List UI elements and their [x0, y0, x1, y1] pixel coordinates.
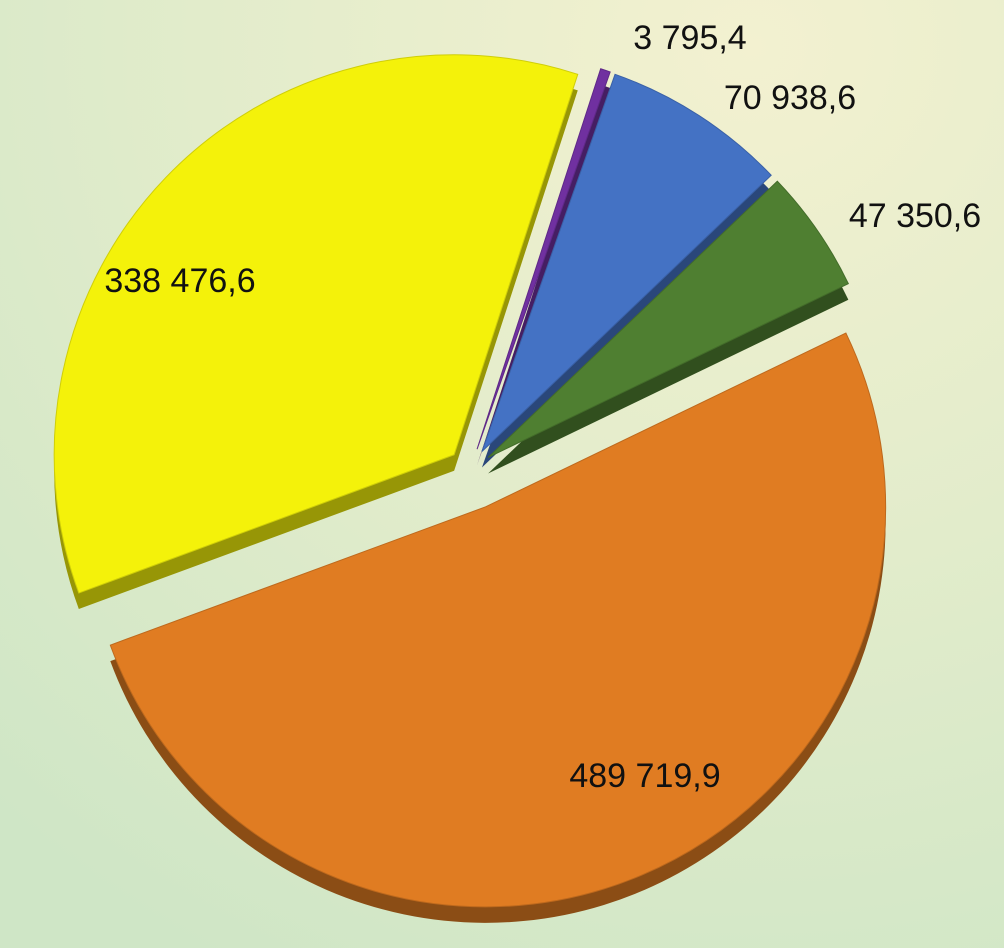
- data-label: 47 350,6: [849, 197, 981, 235]
- data-label: 70 938,6: [724, 79, 856, 117]
- page: 3 795,4 70 938,6 47 350,6 489 719,9 338 476,…: [0, 0, 1004, 948]
- data-label: 489 719,9: [569, 757, 720, 795]
- data-label: 338 476,6: [104, 262, 255, 300]
- data-label: 3 795,4: [633, 19, 746, 57]
- chart: 3 795,4 70 938,6 47 350,6 489 719,9 338 476,…: [0, 0, 1004, 948]
